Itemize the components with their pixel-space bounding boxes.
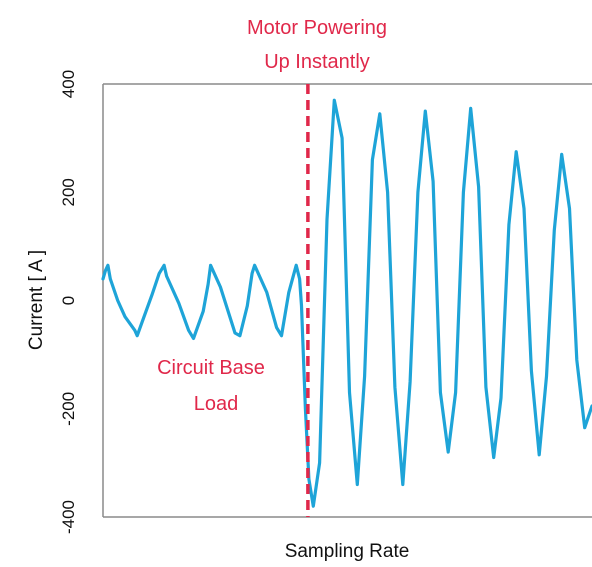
y-tick-label: -200 [59, 392, 78, 426]
base-load-annotation-line-2: Load [194, 393, 239, 415]
y-tick-label: 200 [59, 178, 78, 206]
axes [102, 83, 592, 518]
y-tick-label: 400 [59, 70, 78, 98]
y-tick-labels: 400 200 0 -200 -400 [59, 70, 78, 534]
series-layer [101, 84, 592, 517]
y-axis-label: Current [ A ] [26, 250, 47, 350]
annotations: Motor Powering Up Instantly Circuit Base… [157, 17, 387, 415]
motor-annotation-line-2: Up Instantly [264, 51, 370, 73]
x-axis-label: Sampling Rate [285, 541, 410, 562]
motor-annotation-line-1: Motor Powering [247, 17, 387, 39]
y-tick-label: -400 [59, 500, 78, 534]
current-series-line-0 [101, 98, 592, 508]
base-load-annotation-line-1: Circuit Base [157, 357, 265, 379]
y-tick-label: 0 [59, 296, 78, 305]
